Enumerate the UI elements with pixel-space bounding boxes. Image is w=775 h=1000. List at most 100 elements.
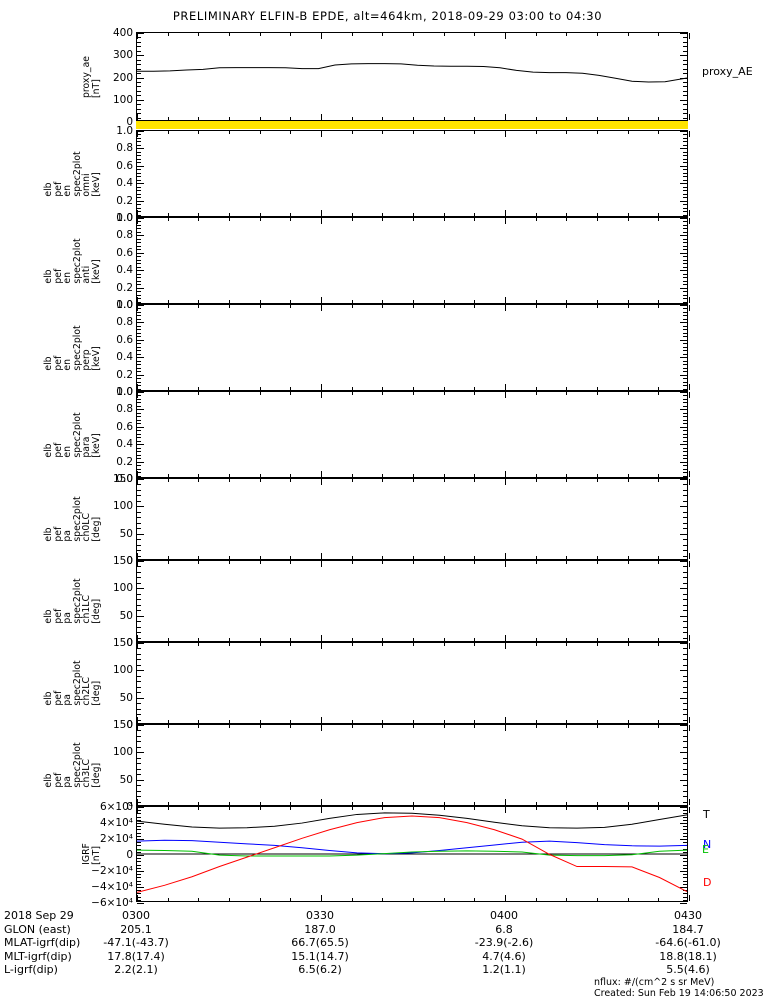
- ytick-minor: [683, 73, 687, 75]
- ytick-minor: [137, 137, 141, 139]
- ytitle-line: [deg]: [90, 598, 102, 624]
- ytitle-en-omni: elb pef en spec2plot omni [keV]: [43, 151, 102, 196]
- xtick-minor-top: [474, 479, 476, 482]
- xtick-minor: [290, 556, 292, 559]
- ytick-minor: [137, 864, 141, 866]
- xtick-major-top: [137, 643, 138, 649]
- xtick-major-top: [137, 218, 138, 224]
- ytick-minor: [137, 472, 141, 474]
- table-cell: 187.0: [304, 922, 336, 936]
- ytick-minor: [683, 59, 687, 61]
- ytick-minor: [683, 141, 687, 143]
- xtick-minor-top: [382, 561, 384, 564]
- xtick-minor-top: [658, 479, 660, 482]
- xtick-minor-top: [290, 725, 292, 728]
- xtick-minor: [382, 300, 384, 303]
- ytick-minor: [137, 430, 141, 432]
- ytick-minor: [137, 790, 141, 792]
- xtick-minor: [198, 898, 200, 901]
- ytick-minor: [683, 484, 687, 486]
- ytick-minor: [683, 398, 687, 400]
- ytick-minor: [683, 746, 687, 748]
- xtick-minor: [290, 117, 292, 120]
- xtick-minor-top: [566, 131, 568, 134]
- ytick-label: 4×10⁴: [99, 817, 133, 829]
- ytick-minor: [137, 81, 141, 83]
- xtick-minor-top: [351, 218, 353, 221]
- ytick-minor: [683, 214, 687, 216]
- xtick-minor-top: [290, 305, 292, 308]
- ytick-major: [137, 670, 144, 672]
- xtick-major: [321, 297, 322, 303]
- xtick-minor-top: [167, 131, 169, 134]
- panel-pa-ch1lc: 150 100 50 0: [113, 556, 690, 648]
- ytick-label: −6×10⁴: [91, 897, 133, 909]
- xtick-major-top: [689, 725, 690, 731]
- xtick-minor: [259, 474, 261, 477]
- ytick-minor: [683, 880, 687, 882]
- xtick-major-top: [321, 392, 322, 398]
- xtick-major: [505, 210, 506, 216]
- xtick-minor-top: [413, 392, 414, 395]
- ytick-major-right: [680, 479, 687, 480]
- xtick-minor-top: [597, 807, 598, 810]
- ytick-major: [137, 392, 144, 393]
- ytick-minor: [683, 190, 687, 192]
- ytick-minor: [683, 64, 687, 66]
- ytitle-line: [keV]: [90, 432, 102, 458]
- xtick-minor: [229, 300, 230, 303]
- xtick-minor-top: [474, 725, 476, 728]
- panel-proxy-ae: 400 300 200 100 0: [113, 28, 690, 127]
- ytick-minor: [683, 447, 687, 449]
- xtick-minor: [627, 638, 629, 641]
- ytick-minor: [683, 325, 687, 327]
- xtick-minor-top: [658, 725, 660, 728]
- ytick-minor: [137, 329, 141, 331]
- ytick-major-right: [680, 533, 687, 535]
- ytick-major-right: [680, 506, 687, 508]
- xtick-minor: [198, 213, 200, 216]
- ytick-minor: [683, 890, 687, 892]
- ytick-minor: [137, 475, 141, 477]
- xtick-minor: [474, 638, 476, 641]
- ytick-minor: [683, 221, 687, 223]
- ytick-minor: [683, 845, 687, 847]
- xtick-major-top: [321, 643, 322, 649]
- ytick-minor: [683, 626, 687, 628]
- table-cell: -64.6(-61.0): [655, 936, 721, 950]
- ytitle-line: [keV]: [90, 345, 102, 371]
- ytick-minor: [683, 207, 687, 209]
- xtick-minor-top: [382, 218, 384, 221]
- xtick-minor: [167, 300, 169, 303]
- ytick-minor: [137, 405, 141, 407]
- xtick-minor-top: [566, 33, 568, 36]
- ytick-major-right: [680, 855, 687, 856]
- xtick-minor-top: [535, 807, 537, 810]
- ytick-minor: [683, 517, 687, 519]
- ytick-minor: [683, 599, 687, 601]
- xtick-minor-top: [413, 33, 414, 36]
- ytick-minor: [137, 350, 141, 352]
- xtick-minor-top: [290, 561, 292, 564]
- xtick-minor: [535, 474, 537, 477]
- ytick-major: [137, 218, 144, 219]
- ytick-minor: [137, 277, 141, 279]
- xtick-minor-top: [351, 392, 353, 395]
- xtick-minor-top: [627, 305, 629, 308]
- ytick-label: 0.2: [116, 194, 133, 207]
- xtick-minor: [229, 556, 230, 559]
- xtick-minor-top: [259, 131, 261, 134]
- xtick-minor-top: [382, 725, 384, 728]
- xtick-minor-top: [597, 392, 598, 395]
- ytick-minor: [137, 381, 141, 383]
- ytick-minor: [683, 703, 687, 705]
- xtick-minor-top: [413, 479, 414, 482]
- ytick-major: [137, 444, 144, 446]
- ytick-minor: [137, 741, 141, 743]
- ytick-minor: [137, 544, 141, 546]
- ytick-major: [137, 697, 144, 699]
- ytick-minor: [137, 104, 141, 106]
- ytick-minor: [137, 440, 141, 442]
- xtick-minor: [535, 556, 537, 559]
- xtick-minor: [413, 556, 414, 559]
